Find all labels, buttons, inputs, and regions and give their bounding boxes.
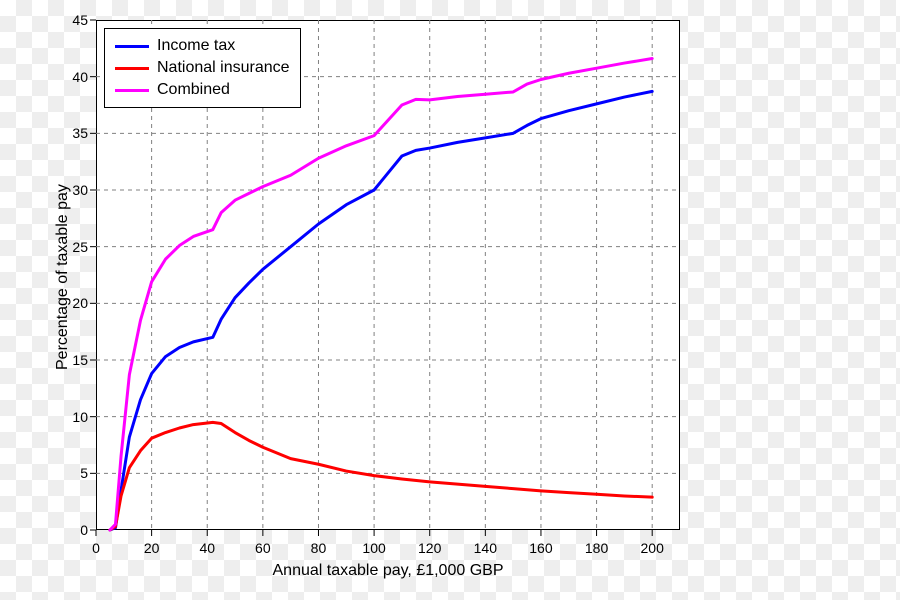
legend-label: Income tax (157, 35, 235, 57)
y-tick-label: 45 (66, 12, 88, 28)
legend-swatch (115, 89, 149, 92)
x-tick-label: 60 (255, 540, 271, 556)
legend-swatch (115, 67, 149, 70)
y-tick-label: 40 (66, 69, 88, 85)
y-tick-label: 5 (66, 465, 88, 481)
x-tick-label: 100 (362, 540, 385, 556)
legend-item: Combined (115, 79, 290, 101)
x-tick-label: 80 (311, 540, 327, 556)
series-income-tax (110, 91, 652, 530)
y-tick-label: 0 (66, 522, 88, 538)
y-tick-label: 35 (66, 125, 88, 141)
y-tick-label: 10 (66, 409, 88, 425)
x-tick-label: 20 (144, 540, 160, 556)
legend-label: National insurance (157, 57, 290, 79)
y-axis-label: Percentage of taxable pay (54, 184, 72, 370)
x-tick-label: 40 (199, 540, 215, 556)
x-tick-label: 180 (585, 540, 608, 556)
x-tick-label: 120 (418, 540, 441, 556)
legend-label: Combined (157, 79, 230, 101)
x-tick-label: 160 (529, 540, 552, 556)
canvas: 020406080100120140160180200 051015202530… (0, 0, 900, 600)
legend: Income taxNational insuranceCombined (104, 28, 301, 108)
x-tick-label: 0 (92, 540, 100, 556)
series-national-insurance (110, 422, 652, 530)
series-combined (110, 59, 652, 530)
legend-item: National insurance (115, 57, 290, 79)
x-tick-label: 140 (474, 540, 497, 556)
x-axis-label: Annual taxable pay, £1,000 GBP (273, 562, 504, 580)
legend-item: Income tax (115, 35, 290, 57)
x-tick-label: 200 (641, 540, 664, 556)
legend-swatch (115, 45, 149, 48)
